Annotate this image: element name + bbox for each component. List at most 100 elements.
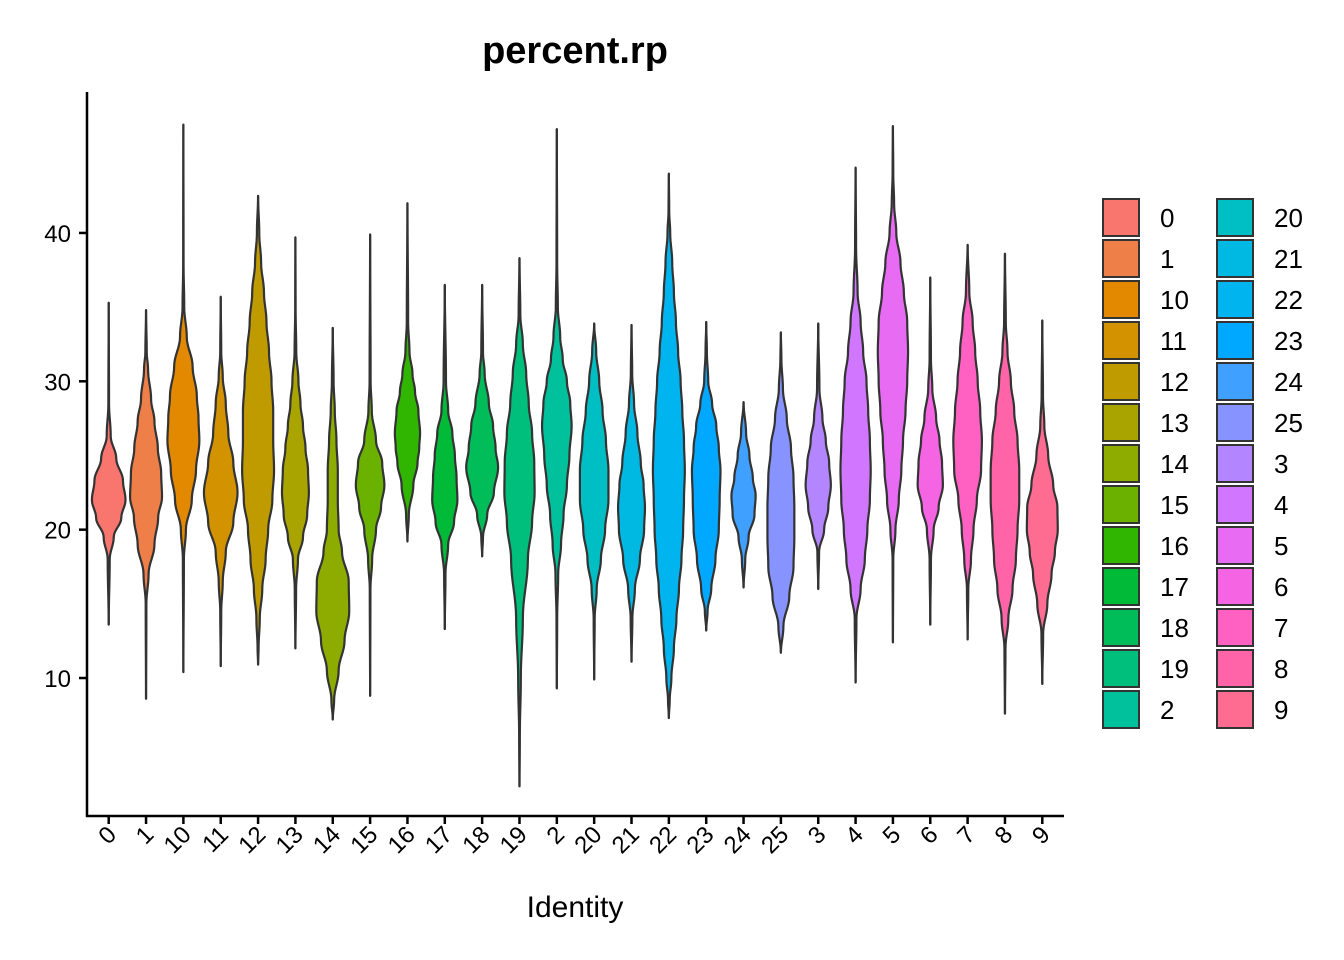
y-tick-label: 10 [44, 666, 71, 693]
x-tick-label: 20 [569, 821, 607, 859]
x-tick-label: 15 [345, 821, 383, 859]
legend-label: 2 [1160, 695, 1174, 725]
x-tick-label: 0 [93, 821, 122, 850]
legend-label: 7 [1274, 613, 1288, 643]
x-tick-label: 9 [1027, 821, 1056, 850]
y-axis-ticks: 10 20 30 40 [44, 221, 87, 693]
legend-key-19 [1102, 649, 1140, 688]
x-tick-label: 12 [233, 821, 271, 859]
x-tick-label: 14 [308, 821, 346, 859]
legend-key-13 [1102, 403, 1140, 442]
y-tick-label: 30 [44, 369, 71, 396]
x-tick-label: 16 [383, 821, 421, 859]
violin-0 [90, 301, 127, 626]
violin-7 [952, 243, 983, 641]
legend-label: 19 [1160, 654, 1189, 684]
x-tick-label: 8 [990, 821, 1019, 850]
legend-label: 18 [1160, 613, 1189, 643]
legend-key-15 [1102, 485, 1140, 524]
violin-18 [465, 283, 500, 558]
y-tick-label: 40 [44, 221, 71, 248]
x-tick-label: 22 [644, 821, 682, 859]
legend-label: 1 [1160, 244, 1174, 274]
legend-label: 22 [1274, 285, 1303, 315]
legend-label: 21 [1274, 244, 1303, 274]
x-axis-ticks: 0 1 10 11 12 13 14 15 16 17 18 19 2 20 21 22 23 24 25 3 4 5 6 7… [93, 816, 1056, 859]
legend-key-5 [1216, 526, 1254, 565]
legend-label: 17 [1160, 572, 1189, 602]
x-tick-label: 19 [495, 821, 533, 859]
violin-13 [280, 236, 310, 650]
legend-label: 9 [1274, 695, 1288, 725]
y-tick-label: 20 [44, 518, 71, 545]
legend-label: 16 [1160, 531, 1189, 561]
x-tick-label: 25 [756, 821, 794, 859]
legend-key-21 [1216, 239, 1254, 278]
legend-key-3 [1216, 444, 1254, 483]
violin-4 [839, 166, 872, 684]
x-tick-label: 11 [197, 821, 234, 858]
legend-key-12 [1102, 362, 1140, 401]
x-tick-label: 2 [542, 821, 571, 850]
violin-2 [540, 127, 573, 690]
legend-key-0 [1102, 198, 1140, 237]
violin-8 [989, 252, 1021, 715]
x-tick-label: 4 [840, 821, 869, 850]
legend-label: 20 [1274, 203, 1303, 233]
legend-label: 24 [1274, 367, 1303, 397]
x-tick-label: 3 [803, 821, 832, 850]
legend-key-7 [1216, 608, 1254, 647]
legend-label: 15 [1160, 490, 1189, 520]
legend-key-10 [1102, 280, 1140, 319]
legend-label: 13 [1160, 408, 1189, 438]
x-tick-label: 18 [457, 821, 495, 859]
violin-5 [876, 125, 910, 644]
legend-key-9 [1216, 690, 1254, 729]
legend-key-24 [1216, 362, 1254, 401]
legend-key-6 [1216, 567, 1254, 606]
x-tick-label: 6 [915, 821, 944, 850]
violins-layer [90, 123, 1059, 788]
violin-6 [916, 276, 944, 626]
legend-label: 10 [1160, 285, 1189, 315]
x-tick-label: 13 [271, 821, 309, 859]
legend-label: 5 [1274, 531, 1288, 561]
violin-3 [804, 322, 832, 591]
violin-12 [241, 194, 276, 666]
violin-9 [1025, 319, 1059, 686]
violin-11 [202, 295, 239, 668]
legend-key-1 [1102, 239, 1140, 278]
x-tick-label: 5 [878, 821, 907, 850]
violin-21 [616, 323, 647, 663]
legend-key-22 [1216, 280, 1254, 319]
legend-label: 25 [1274, 408, 1303, 438]
legend-label: 8 [1274, 654, 1288, 684]
legend-label: 6 [1274, 572, 1288, 602]
legend-label: 11 [1160, 326, 1187, 356]
violin-14 [315, 326, 351, 721]
legend-key-25 [1216, 403, 1254, 442]
violin-16 [393, 202, 422, 543]
legend-key-17 [1102, 567, 1140, 606]
x-axis-title: Identity [527, 891, 624, 924]
x-tick-label: 10 [159, 821, 197, 859]
violin-10 [166, 123, 201, 674]
legend-label: 0 [1160, 203, 1174, 233]
violin-19 [503, 257, 536, 788]
violin-1 [128, 308, 164, 700]
legend-key-2 [1102, 690, 1140, 729]
legend-key-16 [1102, 526, 1140, 565]
legend-key-11 [1102, 321, 1140, 360]
x-tick-label: 24 [719, 821, 757, 859]
legend-key-23 [1216, 321, 1254, 360]
legend-label: 4 [1274, 490, 1288, 520]
legend: 0 1 10 11 12 13 14 15 16 17 18 19 2 20 21 22 23 24 25 3 4 5 6 7… [1102, 198, 1303, 729]
violin-15 [354, 233, 386, 697]
x-tick-label: 21 [607, 821, 645, 859]
x-tick-label: 23 [681, 821, 719, 859]
x-tick-label: 1 [131, 821, 160, 850]
legend-key-4 [1216, 485, 1254, 524]
legend-label: 3 [1274, 449, 1288, 479]
chart-title: percent.rp [482, 30, 668, 72]
